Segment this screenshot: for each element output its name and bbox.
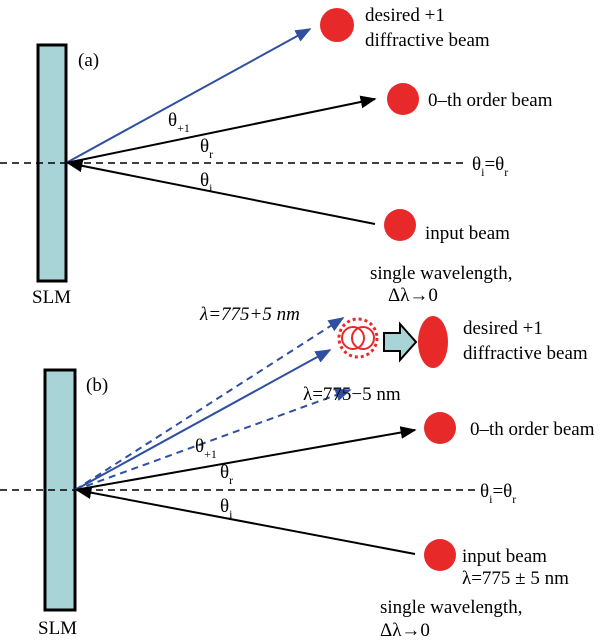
plus1-beam-minus: [75, 390, 350, 490]
beam-spread: [339, 319, 377, 357]
operator: =: [492, 481, 503, 502]
input-beam: [68, 163, 375, 224]
angle-label: θ+1: [168, 110, 190, 135]
angle-label: θr: [200, 136, 213, 161]
slm-label: SLM: [32, 287, 71, 308]
beam-label: diffractive beam: [463, 343, 588, 364]
wavelength-label: λ=775 ± 5 nm: [462, 568, 569, 589]
symbol: θ: [472, 154, 481, 175]
beam-spot: [387, 83, 419, 115]
symbol: θ: [195, 436, 204, 457]
panel-label: (a): [78, 50, 99, 71]
zero-order-beam: [75, 430, 415, 490]
subscript: +1: [204, 447, 217, 461]
beam-spot: [320, 8, 354, 42]
subscript: +1: [177, 121, 190, 135]
wavelength-label: λ=775+5 nm: [199, 304, 300, 325]
operator: =: [484, 154, 495, 175]
beam-label: desired +1: [365, 5, 445, 26]
plus1-beam: [75, 350, 330, 490]
symbol: θ: [480, 481, 489, 502]
beam-label: 0–th order beam: [470, 419, 595, 440]
condition: single wavelength,: [370, 263, 512, 284]
panel-label: (b): [86, 375, 108, 396]
beam-spot: [424, 412, 456, 444]
beam-label: input beam: [462, 546, 547, 567]
subscript: r: [229, 473, 233, 487]
page: { "panel_a": { "label": "(a)", "plus1_be…: [0, 0, 615, 644]
beam-label: desired +1: [463, 318, 543, 339]
equality: θi=θr: [472, 154, 508, 179]
beam-label: input beam: [425, 223, 510, 244]
beam-label: 0–th order beam: [428, 90, 553, 111]
condition: single wavelength,: [380, 597, 522, 618]
beam-spot: [418, 316, 448, 368]
symbol: θ: [200, 136, 209, 157]
subscript: i: [209, 181, 213, 195]
subscript: r: [512, 492, 516, 506]
beam-spot: [424, 539, 456, 571]
subscript: r: [209, 147, 213, 161]
beam-label: diffractive beam: [365, 30, 490, 51]
zero-order-beam: [66, 99, 375, 163]
input-beam: [77, 490, 415, 554]
subscript: r: [504, 165, 508, 179]
symbol: θ: [495, 154, 504, 175]
slm-label: SLM: [38, 618, 77, 639]
plus1-beam: [66, 29, 310, 163]
condition: Δλ→0: [380, 620, 430, 641]
wavelength-label: λ=775−5 nm: [303, 384, 401, 405]
condition: Δλ→0: [388, 285, 438, 306]
diagram: (a) SLM desired +1 diffractive beam 0–th…: [0, 0, 615, 644]
symbol: θ: [200, 170, 209, 191]
symbol: θ: [220, 496, 229, 517]
equality: θi=θr: [480, 481, 516, 506]
symbol: θ: [168, 110, 177, 131]
symbol: θ: [503, 481, 512, 502]
angle-label: θr: [220, 462, 233, 487]
arrow-block: [384, 324, 416, 360]
beam-spot: [384, 209, 416, 241]
symbol: θ: [220, 462, 229, 483]
